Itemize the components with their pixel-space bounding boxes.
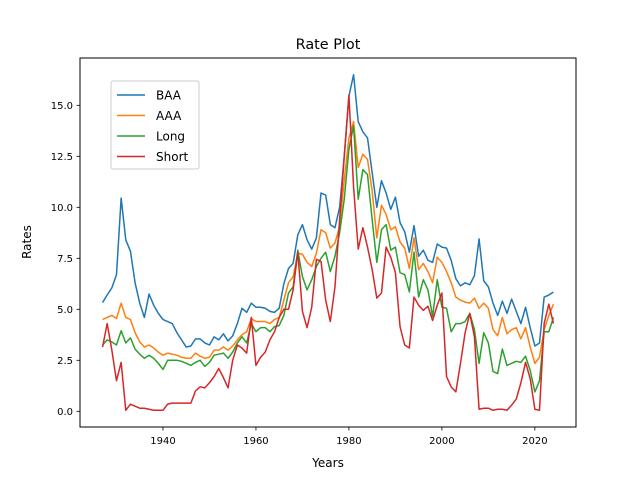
y-axis: 0.0 2.5 5.0 7.5 10.0 12.5 15.0 (51, 101, 80, 418)
y-tick-label: 10.0 (51, 203, 73, 214)
series-line-aaa (102, 120, 555, 365)
y-tick-label: 7.5 (57, 254, 73, 265)
y-tick-label: 5.0 (57, 305, 73, 316)
legend-label-short: Short (156, 150, 188, 164)
series-layer (101, 73, 555, 412)
legend-label-aaa: AAA (156, 109, 182, 123)
x-tick-label: 1960 (243, 436, 268, 447)
plot-area-frame (79, 57, 577, 428)
x-axis: 1940 1960 1980 2000 2020 (150, 427, 548, 447)
series-line-baa (101, 73, 554, 348)
legend-label-long: Long (156, 130, 185, 144)
x-tick-label: 1940 (150, 436, 175, 447)
legend: BAA AAA Long Short (110, 80, 200, 170)
chart-title: Rate Plot (296, 37, 361, 53)
y-tick-label: 0.0 (57, 407, 73, 418)
x-tick-label: 1980 (336, 436, 361, 447)
legend-frame (110, 80, 200, 170)
x-axis-label: Years (311, 456, 344, 470)
legend-label-baa: BAA (156, 89, 182, 103)
series-line-long (101, 124, 555, 393)
y-tick-label: 15.0 (51, 101, 73, 112)
y-tick-label: 2.5 (57, 356, 73, 367)
y-tick-label: 12.5 (51, 152, 73, 163)
series-line-short (101, 94, 555, 412)
x-tick-label: 2020 (522, 436, 547, 447)
y-axis-label: Rates (20, 225, 34, 259)
x-tick-label: 2000 (429, 436, 454, 447)
